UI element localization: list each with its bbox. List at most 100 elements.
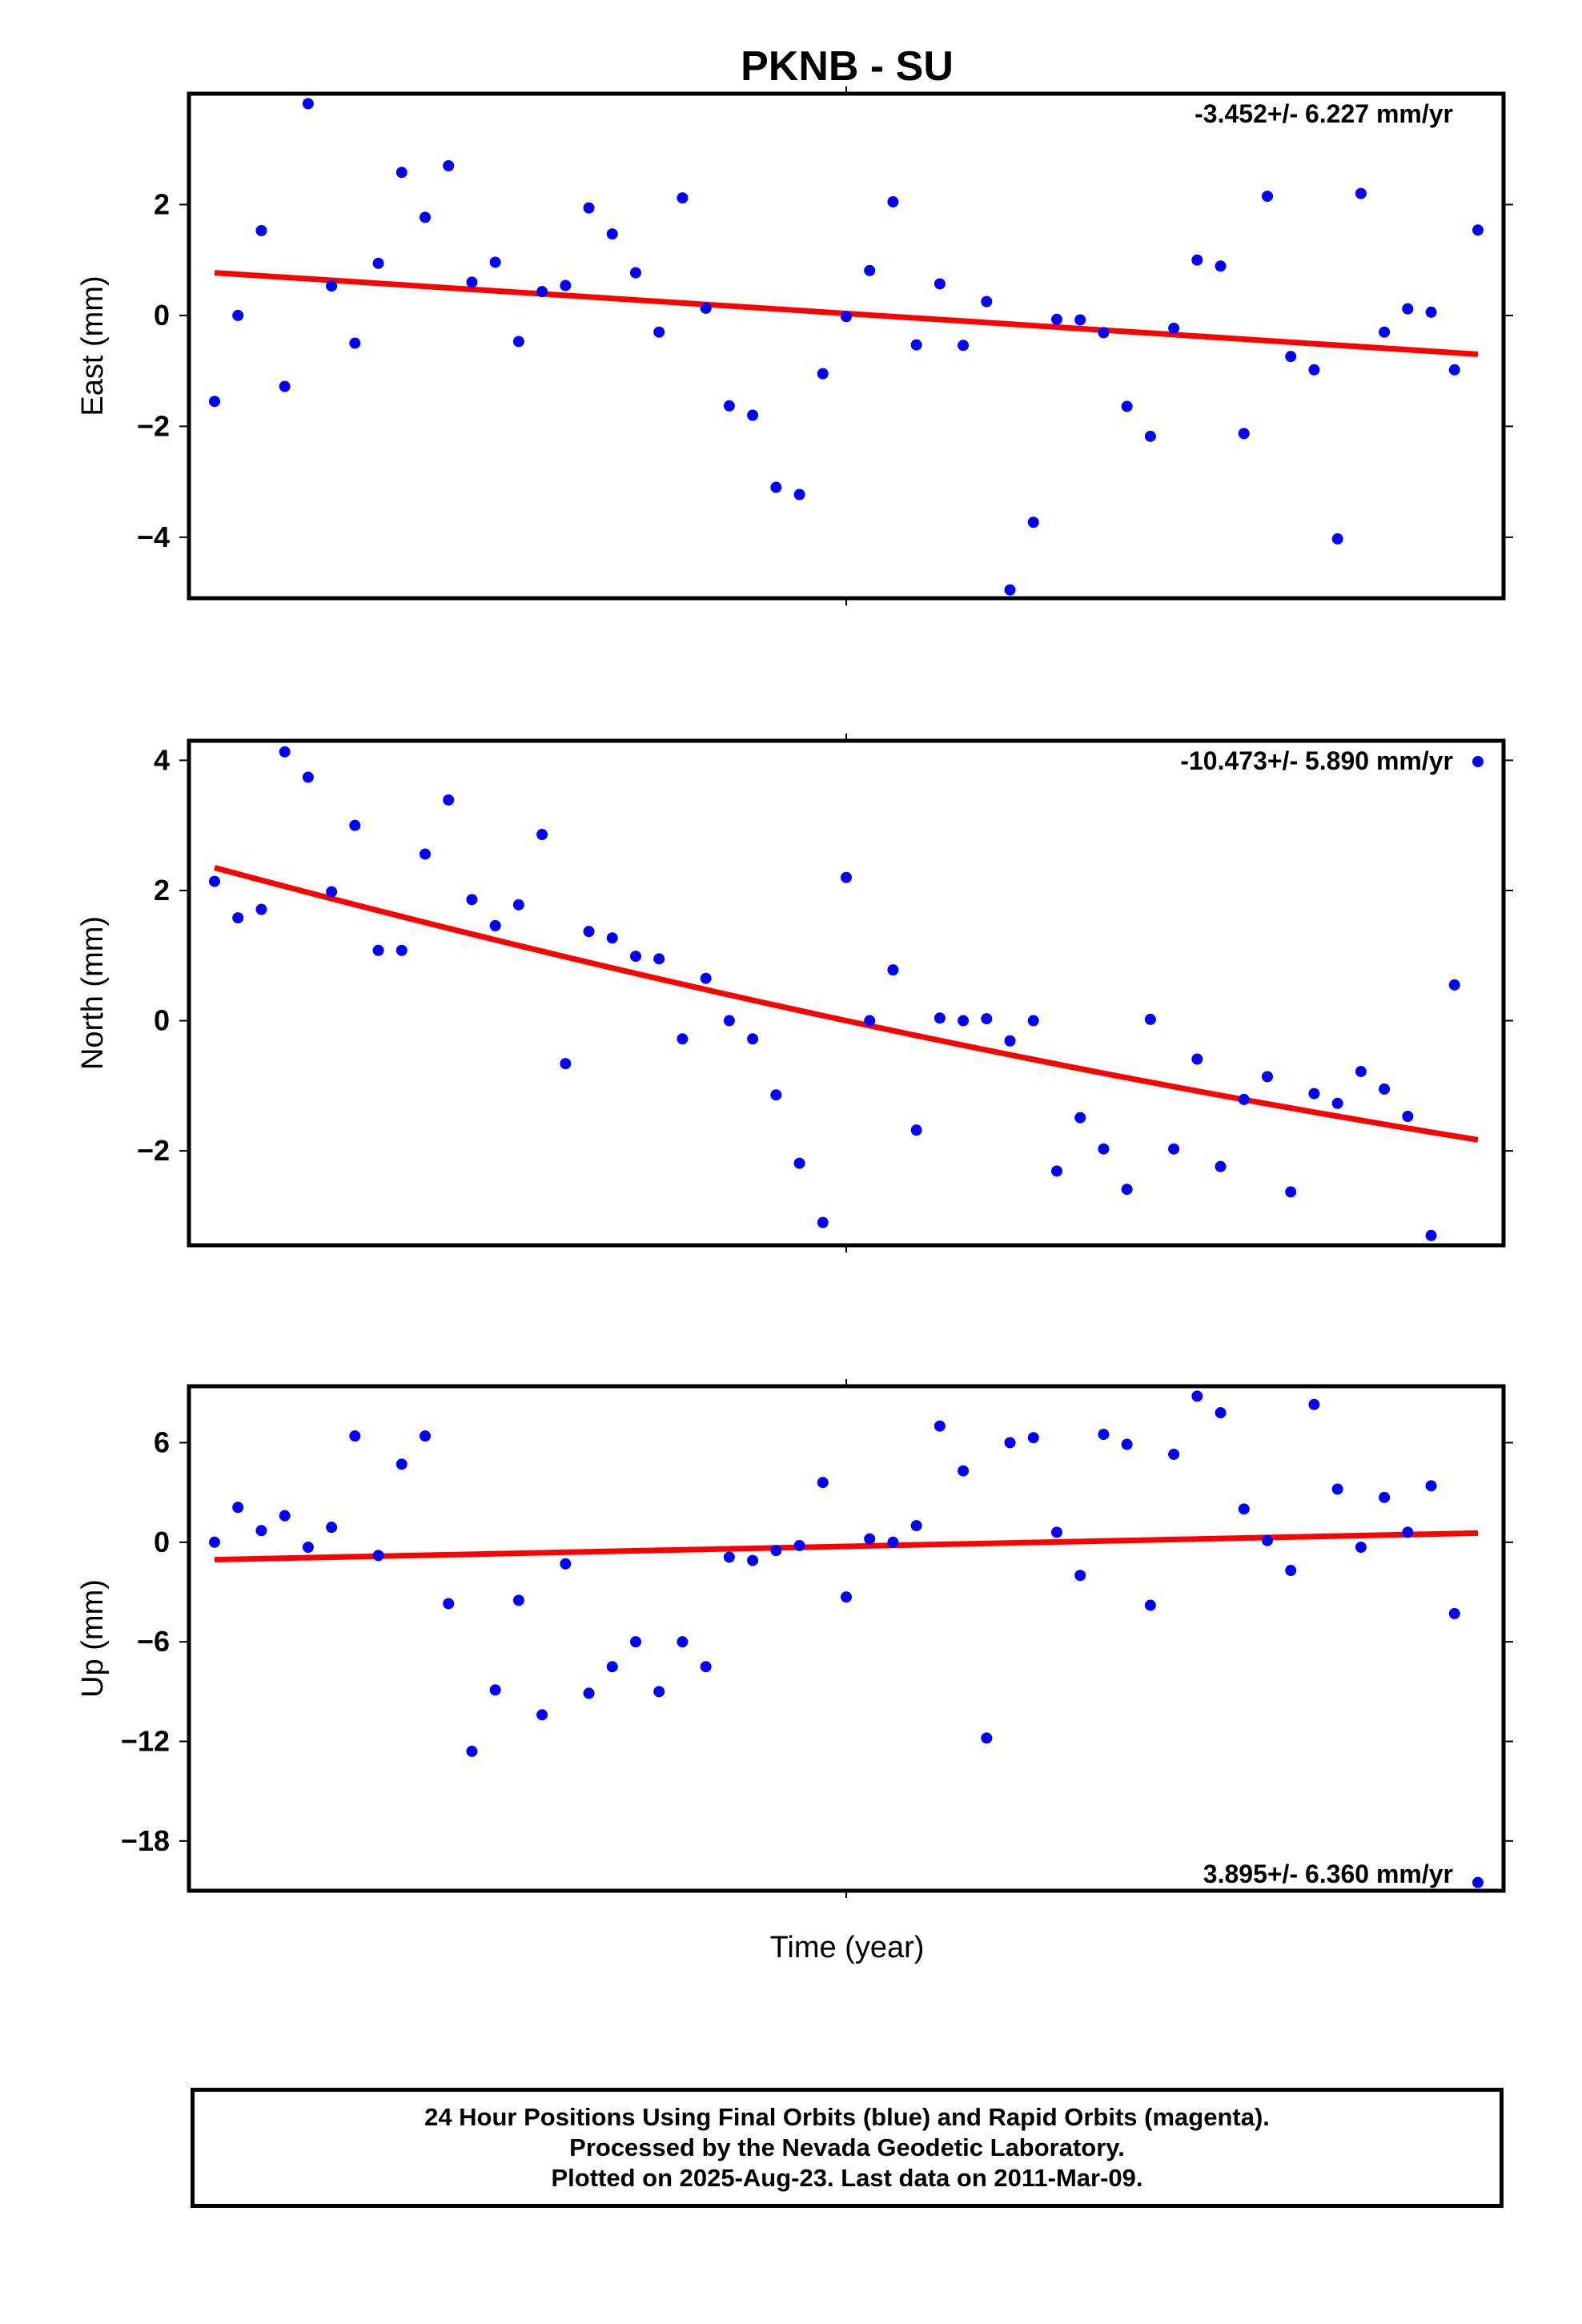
north-data-point (489, 919, 501, 931)
north-data-point (630, 951, 641, 963)
east-data-point (1425, 306, 1437, 318)
footer-line-2: Processed by the Nevada Geodetic Laborat… (569, 2133, 1125, 2161)
east-data-point (910, 339, 922, 351)
up-data-point (1425, 1480, 1437, 1492)
up-data-point (466, 1745, 478, 1757)
up-data-point (1098, 1429, 1110, 1441)
east-data-point (1448, 364, 1460, 376)
north-fit-line (214, 865, 1479, 1143)
north-data-point (606, 932, 618, 944)
north-data-point (512, 899, 524, 911)
north-data-point (1425, 1229, 1437, 1241)
north-rate-label: -10.473+/- 5.890 mm/yr (1180, 746, 1453, 775)
up-data-point (677, 1636, 689, 1648)
up-data-point (1402, 1526, 1414, 1538)
north-data-point (1004, 1035, 1016, 1047)
north-data-point (770, 1089, 782, 1101)
up-data-point (1144, 1599, 1156, 1611)
north-data-point (1402, 1111, 1414, 1123)
east-data-point (1027, 517, 1039, 529)
up-data-point (958, 1465, 970, 1477)
east-data-point (583, 202, 595, 214)
east-data-point (817, 368, 829, 380)
x-axis-label: Time (year) (770, 1931, 925, 1964)
north-data-point (723, 1015, 735, 1027)
north-data-point (349, 819, 361, 831)
up-data-point (302, 1542, 314, 1554)
north-data-point (232, 912, 244, 924)
north-data-point (1238, 1093, 1250, 1105)
east-data-point (512, 336, 524, 348)
east-data-point (279, 380, 291, 392)
up-data-point (1238, 1503, 1250, 1515)
east-data-point (489, 256, 501, 268)
up-data-point (489, 1684, 501, 1696)
north-y-tick-label: −2 (137, 1134, 170, 1167)
north-data-point (1051, 1165, 1062, 1177)
east-data-point (209, 396, 220, 408)
footer-line-3: Plotted on 2025-Aug-23. Last data on 201… (551, 2164, 1143, 2192)
north-plot-frame (187, 738, 1506, 1248)
east-data-point (1308, 364, 1320, 376)
north-data-point (1355, 1065, 1367, 1077)
east-y-tick-label: −4 (137, 521, 170, 553)
up-data-point (1472, 1876, 1484, 1888)
east-data-point (864, 264, 876, 276)
east-data-point (1191, 254, 1203, 266)
east-data-point (934, 278, 946, 290)
panels: 2 0 −2 −4 East (mm) -3.452+/- 6.227 mm/yr 4 2 0 −… (76, 86, 1513, 1898)
east-y-tick-label: −2 (137, 409, 170, 442)
east-data-point (630, 267, 641, 279)
up-data-point (279, 1510, 291, 1522)
north-data-point (864, 1015, 876, 1027)
up-data-point (1168, 1448, 1180, 1460)
east-data-point (1051, 313, 1062, 325)
up-data-point (372, 1550, 384, 1562)
north-data-point (1331, 1097, 1343, 1109)
up-data-point (934, 1420, 946, 1432)
north-data-point (1144, 1013, 1156, 1025)
north-data-point (466, 894, 478, 906)
north-data-point (372, 944, 384, 956)
up-data-point (396, 1458, 408, 1470)
east-data-point (255, 225, 267, 236)
east-data-point (396, 167, 408, 179)
east-data-point (466, 276, 478, 288)
north-data-point (1472, 756, 1484, 768)
up-data-point (512, 1594, 524, 1606)
up-data-point (536, 1709, 548, 1721)
east-data-point (887, 196, 899, 207)
up-data-point (747, 1554, 759, 1566)
up-fit-line (214, 1530, 1479, 1563)
north-data-point (1308, 1088, 1320, 1100)
east-data-point (232, 309, 244, 321)
north-data-point (817, 1216, 829, 1228)
east-data-point (700, 302, 712, 314)
east-data-point (326, 280, 338, 292)
up-data-point (700, 1661, 712, 1673)
up-data-point (653, 1686, 665, 1698)
north-data-point (1027, 1015, 1039, 1027)
up-y-tick-label: 0 (154, 1526, 170, 1558)
east-data-point (1168, 322, 1180, 334)
up-data-point (793, 1539, 805, 1551)
north-data-point (536, 829, 548, 841)
east-data-point (1472, 224, 1484, 236)
east-data-point (723, 400, 735, 412)
north-data-point (958, 1015, 970, 1027)
east-data-point (420, 211, 431, 223)
up-y-tick-label: −18 (121, 1824, 170, 1857)
east-data-point (841, 311, 852, 323)
up-data-point (1379, 1491, 1391, 1503)
chart-title: PKNB - SU (741, 43, 954, 90)
panel-east: 2 0 −2 −4 East (mm) -3.452+/- 6.227 mm/yr (76, 86, 1513, 605)
east-data-point (1144, 430, 1156, 442)
up-data-point (864, 1533, 876, 1545)
north-data-point (279, 746, 291, 758)
up-data-point (560, 1558, 572, 1570)
east-y-tick-label: 2 (154, 187, 170, 220)
east-data-point (536, 286, 548, 298)
north-data-point (302, 771, 314, 783)
footer-box: 24 Hour Positions Using Final Orbits (bl… (191, 2088, 1504, 2208)
